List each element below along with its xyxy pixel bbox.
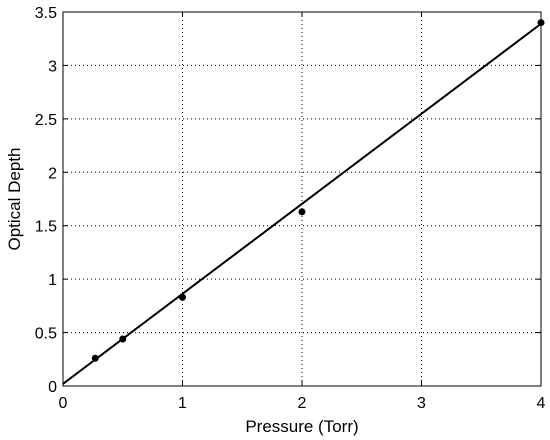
y-tick-labels: 0 0.5 1 1.5 2 2.5 3 3.5 <box>35 5 57 396</box>
y-tick-label: 3 <box>48 58 57 75</box>
data-point <box>298 208 306 216</box>
y-tick-label: 3.5 <box>35 5 57 22</box>
x-tick-labels: 0 1 2 3 4 <box>59 395 546 412</box>
y-tick-label: 1.5 <box>35 219 57 236</box>
y-tick-label: 2.5 <box>35 112 57 129</box>
x-tick-label: 3 <box>417 395 426 412</box>
x-tick-label: 2 <box>298 395 307 412</box>
y-axis-label: Optical Depth <box>5 148 24 251</box>
y-tick-label: 2 <box>48 165 57 182</box>
ticks <box>62 11 542 387</box>
x-tick-label: 0 <box>59 395 68 412</box>
x-tick-label: 4 <box>537 395 546 412</box>
y-tick-label: 0.5 <box>35 326 57 343</box>
fit-line <box>62 22 542 385</box>
y-tick-label: 0 <box>48 379 57 396</box>
x-axis-label: Pressure (Torr) <box>245 417 358 436</box>
y-tick-label: 1 <box>48 272 57 289</box>
x-tick-label: 1 <box>178 395 187 412</box>
